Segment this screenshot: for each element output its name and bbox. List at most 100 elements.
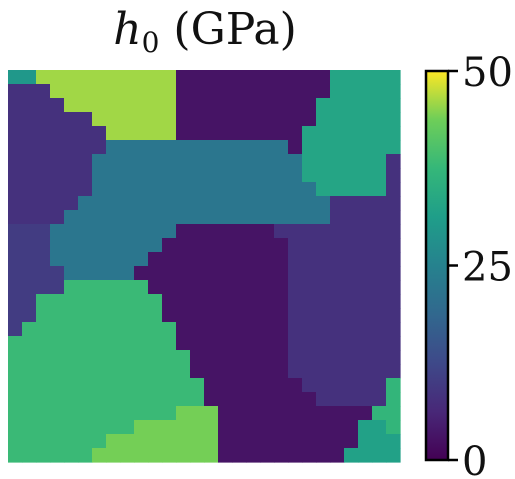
heatmap-cell-grain-H [302,224,317,239]
heatmap-cell-grain-I [204,252,219,267]
heatmap-cell-grain-D [358,154,373,169]
heatmap-cell-grain-J [36,294,51,309]
heatmap-cell-grain-D [316,98,331,113]
heatmap-cell-grain-J [50,322,65,337]
heatmap-cell-grain-J [134,336,149,351]
heatmap-cell-grain-H [372,280,387,295]
heatmap-cell-grain-B [134,84,149,99]
heatmap-cell-grain-I [232,350,247,365]
heatmap-cell-grain-F [274,168,289,183]
heatmap-cell-grain-H [330,238,345,253]
heatmap-cell-grain-F [232,154,247,169]
heatmap-cell-grain-F [176,154,191,169]
heatmap-cell-grain-J [92,392,107,407]
heatmap-cell-grain-H [386,280,401,295]
heatmap-cell-grain-D [316,182,331,197]
heatmap-cell-grain-J [148,294,163,309]
heatmap-cell-grain-D [386,70,401,85]
heatmap-cell-grain-F [190,154,205,169]
heatmap-cell-grain-H [288,364,303,379]
heatmap-cell-grain-F [274,154,289,169]
heatmap-cell-grain-C [204,112,219,127]
heatmap-cell-grain-L [288,434,303,449]
heatmap-cell-grain-B [106,98,121,113]
heatmap-cell-grain-K [134,420,149,435]
heatmap-cell-grain-C [288,112,303,127]
heatmap-cell-grain-B [134,112,149,127]
heatmap-cell-grain-I [246,294,261,309]
heatmap-cell-grain-H [330,280,345,295]
heatmap-cell-grain-C [232,112,247,127]
heatmap-cell-grain-L [330,448,345,463]
heatmap-cell-grain-D [344,70,359,85]
heatmap-cell-grain-F [176,140,191,155]
heatmap-cell-grain-D [316,140,331,155]
heatmap-cell-grain-H [330,392,345,407]
heatmap-cell-grain-H [302,266,317,281]
heatmap-cell-grain-D [372,98,387,113]
heatmap-cell-grain-D [330,182,345,197]
heatmap-cell-grain-J [78,448,93,463]
heatmap-cell-grain-F [162,196,177,211]
heatmap-cell-grain-I [246,322,261,337]
heatmap-cell-grain-I [176,336,191,351]
heatmap-cell-grain-J [64,364,79,379]
heatmap-cell-grain-F [162,168,177,183]
heatmap-cell-grain-K [148,448,163,463]
heatmap-cell-grain-K [204,434,219,449]
heatmap-cell-grain-C [176,126,191,141]
heatmap-cell-grain-F [106,196,121,211]
heatmap-cell-grain-J [78,308,93,323]
title-symbol: h [113,4,142,55]
heatmap-cell-grain-J [162,392,177,407]
heatmap-cell-grain-K [190,448,205,463]
heatmap-cell-grain-C [176,70,191,85]
heatmap-cell-grain-F [260,168,275,183]
heatmap-cell-grain-H [386,336,401,351]
heatmap-cell-grain-F [190,168,205,183]
heatmap-cell-grain-H [386,266,401,281]
heatmap-cell-grain-H [386,196,401,211]
heatmap-cell-grain-I [302,392,317,407]
heatmap-cell-grain-J [22,322,37,337]
heatmap-cell-grain-H [316,308,331,323]
heatmap-cell-grain-M [372,420,387,435]
heatmap-cell-grain-L [218,434,233,449]
heatmap-cell-grain-L [316,406,331,421]
heatmap-cell-grain-I [274,350,289,365]
heatmap-cell-grain-F [260,210,275,225]
heatmap-cell-grain-F [92,210,107,225]
heatmap-cell-grain-B [120,112,135,127]
heatmap-cell-grain-I [274,280,289,295]
heatmap-cell-grain-L [344,406,359,421]
heatmap-cell-grain-I [232,252,247,267]
heatmap-cell-grain-F [204,168,219,183]
heatmap-cell-grain-J [134,392,149,407]
heatmap-cell-grain-L [344,420,359,435]
heatmap-cell-grain-D [344,112,359,127]
heatmap-cell-grain-H [358,210,373,225]
heatmap-cell-grain-B [148,98,163,113]
heatmap-cell-grain-J [8,378,23,393]
heatmap-cell-grain-E [78,112,93,127]
heatmap-cell-grain-I [232,378,247,393]
heatmap-cell-grain-G [36,266,51,281]
heatmap-cell-grain-I [260,294,275,309]
heatmap-cell-grain-J [8,406,23,421]
heatmap-cell-grain-M [358,420,373,435]
heatmap-cell-grain-I [190,322,205,337]
heatmap-cell-grain-H [344,238,359,253]
heatmap-cell-grain-H [330,378,345,393]
heatmap-cell-grain-H [372,364,387,379]
heatmap-cell-grain-K [190,406,205,421]
heatmap-cell-grain-H [288,308,303,323]
heatmap-cell-grain-J [148,364,163,379]
heatmap-cell-grain-N [386,406,401,421]
heatmap-cell-grain-C [260,126,275,141]
heatmap-cell-grain-G [22,308,37,323]
heatmap-cell-grain-I [232,322,247,337]
heatmap-cell-grain-B [162,98,177,113]
heatmap-cell-grain-F [232,140,247,155]
heatmap-cell-grain-E [22,126,37,141]
heatmap-cell-grain-F [302,210,317,225]
